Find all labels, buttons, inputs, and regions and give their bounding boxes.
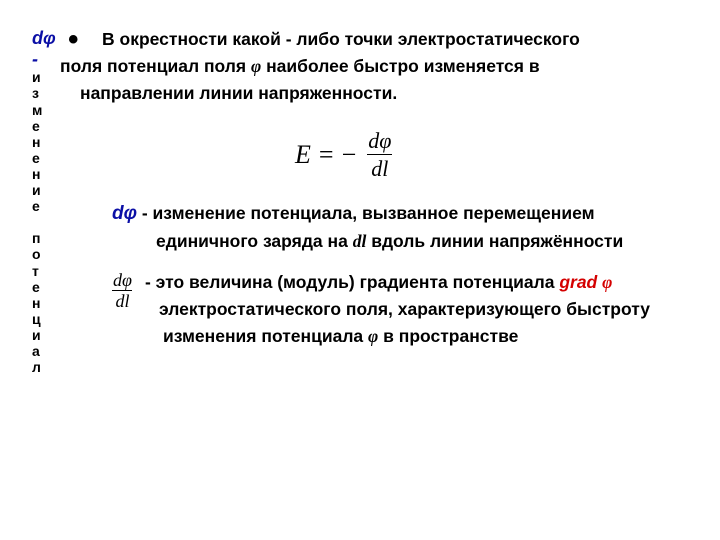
formula-denominator: dl xyxy=(367,154,392,180)
grad-dash: - xyxy=(145,272,156,292)
formula-minus: − xyxy=(342,140,357,170)
formula-lhs: E xyxy=(295,140,311,170)
main-formula: E = − dφ dl xyxy=(295,129,455,180)
formula-numerator: dφ xyxy=(364,129,395,154)
main-content: •В окрестности какой - либо точки электр… xyxy=(60,26,690,351)
dphi-dl: dl xyxy=(353,231,367,251)
grad-text2: электростатического поля, характеризующе… xyxy=(145,296,650,323)
gradient-text: - это величина (модуль) градиента потенц… xyxy=(145,269,690,350)
intro-line2b: наиболее быстро изменяется в xyxy=(261,56,539,76)
intro-phi: φ xyxy=(251,56,261,76)
dphi-dash: - xyxy=(137,203,153,223)
dphi-term: dφ xyxy=(112,203,137,224)
grad-phi: φ xyxy=(368,326,378,346)
grad-text1: это величина (модуль) градиента потенциа… xyxy=(156,272,560,292)
intro-paragraph: •В окрестности какой - либо точки электр… xyxy=(60,26,690,107)
left-vertical-caption: dφ - и з м е н е н и е п о т е н ц и а л xyxy=(32,28,48,375)
grad-frac-num: dφ xyxy=(110,271,135,290)
dphi-definition: dφ - изменение потенциала, вызванное пер… xyxy=(60,199,690,256)
grad-text3b: в пространстве xyxy=(378,326,518,346)
intro-line1: В окрестности какой - либо точки электро… xyxy=(102,29,580,49)
dphi-text2a: единичного заряда на xyxy=(156,231,353,251)
formula-fraction: dφ dl xyxy=(364,129,395,180)
left-caption-tail: и з м е н е н и е п о т е н ц и а л xyxy=(32,69,48,375)
formula-equals: = xyxy=(319,140,334,170)
grad-frac-den: dl xyxy=(112,290,132,310)
gradient-definition: dφ dl - это величина (модуль) градиента … xyxy=(60,269,690,350)
left-caption-term: dφ - xyxy=(32,28,48,69)
slide-root: dφ - и з м е н е н и е п о т е н ц и а л… xyxy=(0,0,720,540)
grad-label: grad φ xyxy=(559,272,612,292)
grad-text3a: изменения потенциала xyxy=(163,326,368,346)
dphi-text1: изменение потенциала, вызванное перемеще… xyxy=(153,203,595,223)
intro-line2a: поля потенциал поля xyxy=(60,56,251,76)
gradient-fraction: dφ dl xyxy=(110,271,135,310)
intro-line3: направлении линии напряженности. xyxy=(60,80,397,107)
dphi-text2b: вдоль линии напряжённости xyxy=(366,231,623,251)
